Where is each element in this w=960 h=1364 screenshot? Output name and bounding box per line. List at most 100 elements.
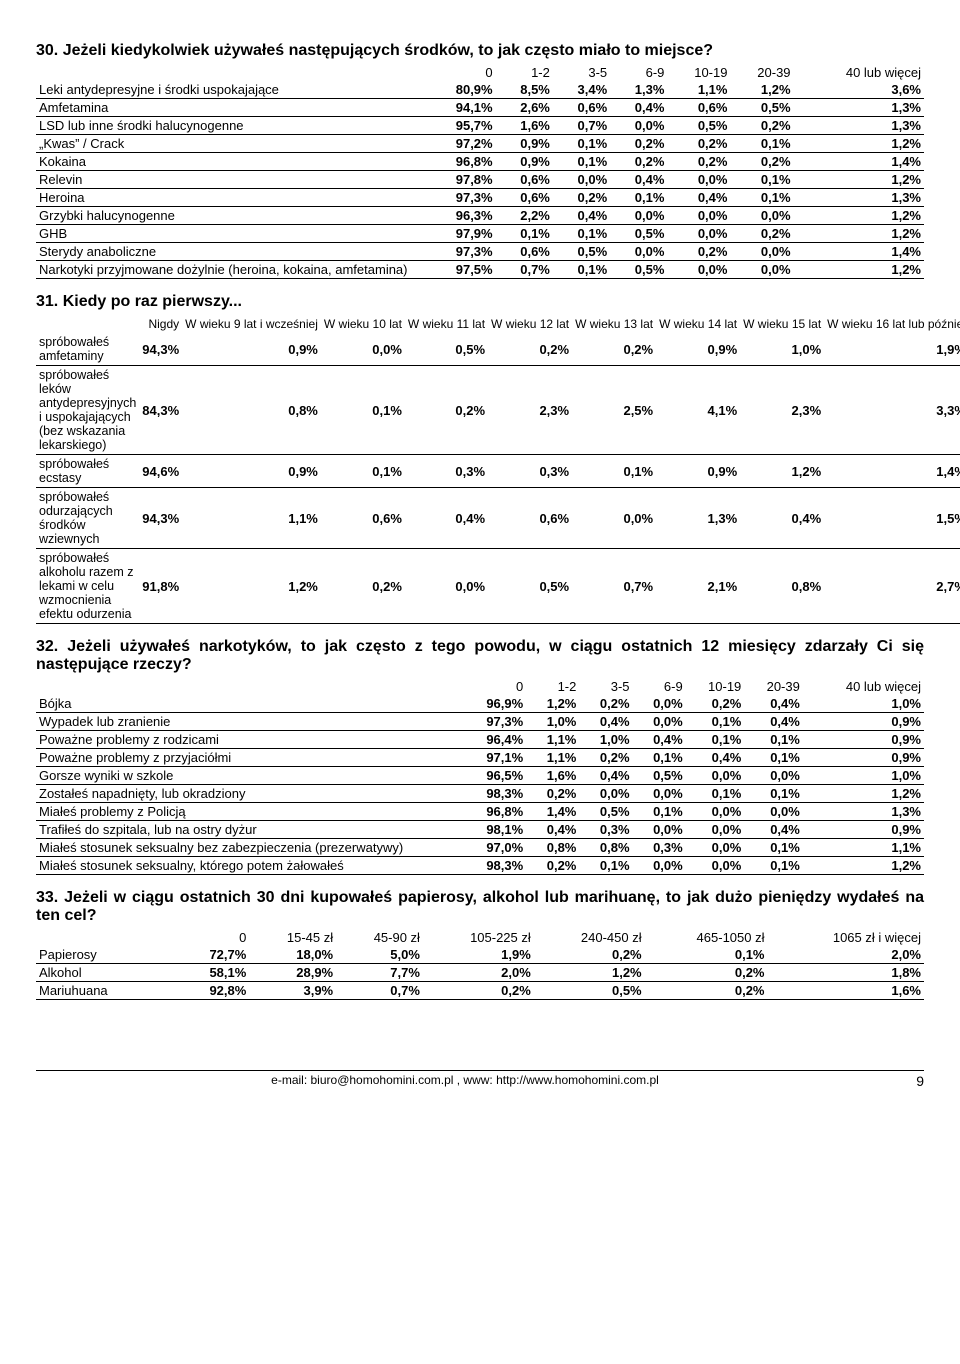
cell-value: 0,9% bbox=[803, 749, 924, 767]
col-header: 0 bbox=[427, 64, 496, 81]
cell-value: 0,9% bbox=[182, 455, 321, 488]
cell-value: 0,8% bbox=[182, 366, 321, 455]
cell-value: 0,4% bbox=[744, 695, 803, 713]
table-row: Poważne problemy z rodzicami96,4%1,1%1,0… bbox=[36, 731, 924, 749]
cell-value: 1,4% bbox=[526, 803, 579, 821]
cell-value: 0,0% bbox=[610, 243, 667, 261]
cell-value: 0,5% bbox=[553, 243, 610, 261]
cell-value: 0,9% bbox=[656, 455, 740, 488]
cell-value: 1,6% bbox=[496, 117, 553, 135]
cell-value: 97,3% bbox=[427, 243, 496, 261]
cell-value: 1,2% bbox=[526, 695, 579, 713]
table-row: Amfetamina94,1%2,6%0,6%0,4%0,6%0,5%1,3% bbox=[36, 99, 924, 117]
cell-value: 0,0% bbox=[633, 857, 686, 875]
table-row: spróbowałeś leków antydepresyjnych i usp… bbox=[36, 366, 960, 455]
table-row: spróbowałeś ecstasy94,6%0,9%0,1%0,3%0,3%… bbox=[36, 455, 960, 488]
row-label: Heroina bbox=[36, 189, 427, 207]
cell-value: 1,0% bbox=[526, 713, 579, 731]
col-header: 10-19 bbox=[667, 64, 730, 81]
cell-value: 98,3% bbox=[462, 785, 526, 803]
cell-value: 96,3% bbox=[427, 207, 496, 225]
table-q31: NigdyW wieku 9 lat i wcześniejW wieku 10… bbox=[36, 315, 960, 624]
cell-value: 0,9% bbox=[496, 135, 553, 153]
cell-value: 97,2% bbox=[427, 135, 496, 153]
col-header: W wieku 16 lat lub później bbox=[824, 315, 960, 333]
col-header: 240-450 zł bbox=[534, 929, 645, 946]
cell-value: 2,5% bbox=[572, 366, 656, 455]
cell-value: 0,0% bbox=[633, 713, 686, 731]
cell-value: 2,7% bbox=[824, 549, 960, 624]
cell-value: 18,0% bbox=[249, 946, 336, 964]
row-label: Poważne problemy z rodzicami bbox=[36, 731, 462, 749]
col-header: 1-2 bbox=[496, 64, 553, 81]
cell-value: 1,6% bbox=[768, 982, 925, 1000]
cell-value: 97,3% bbox=[462, 713, 526, 731]
row-label: Miałeś problemy z Policją bbox=[36, 803, 462, 821]
page-number: 9 bbox=[894, 1073, 924, 1089]
cell-value: 0,2% bbox=[405, 366, 488, 455]
cell-value: 1,2% bbox=[803, 785, 924, 803]
cell-value: 0,0% bbox=[667, 261, 730, 279]
cell-value: 0,5% bbox=[730, 99, 793, 117]
cell-value: 2,3% bbox=[740, 366, 824, 455]
cell-value: 0,0% bbox=[686, 767, 745, 785]
cell-value: 1,2% bbox=[794, 225, 924, 243]
row-label: Narkotyki przyjmowane dożylnie (heroina,… bbox=[36, 261, 427, 279]
col-header: W wieku 13 lat bbox=[572, 315, 656, 333]
cell-value: 72,7% bbox=[178, 946, 249, 964]
cell-value: 0,4% bbox=[633, 731, 686, 749]
cell-value: 0,0% bbox=[633, 821, 686, 839]
cell-value: 97,8% bbox=[427, 171, 496, 189]
table-row: Leki antydepresyjne i środki uspokajając… bbox=[36, 81, 924, 99]
row-label: Miałeś stosunek seksualny bez zabezpiecz… bbox=[36, 839, 462, 857]
cell-value: 0,7% bbox=[336, 982, 423, 1000]
cell-value: 2,3% bbox=[488, 366, 572, 455]
cell-value: 0,4% bbox=[740, 488, 824, 549]
cell-value: 0,4% bbox=[610, 171, 667, 189]
table-row: LSD lub inne środki halucynogenne95,7%1,… bbox=[36, 117, 924, 135]
cell-value: 0,6% bbox=[321, 488, 405, 549]
cell-value: 1,0% bbox=[803, 695, 924, 713]
cell-value: 97,0% bbox=[462, 839, 526, 857]
cell-value: 0,3% bbox=[579, 821, 632, 839]
cell-value: 0,2% bbox=[610, 135, 667, 153]
cell-value: 0,7% bbox=[496, 261, 553, 279]
col-header: 0 bbox=[462, 678, 526, 695]
cell-value: 0,1% bbox=[686, 713, 745, 731]
cell-value: 0,0% bbox=[730, 243, 793, 261]
row-label: Bójka bbox=[36, 695, 462, 713]
cell-value: 0,9% bbox=[496, 153, 553, 171]
cell-value: 0,5% bbox=[633, 767, 686, 785]
cell-value: 94,3% bbox=[139, 333, 182, 366]
cell-value: 0,1% bbox=[553, 261, 610, 279]
cell-value: 94,1% bbox=[427, 99, 496, 117]
cell-value: 1,2% bbox=[740, 455, 824, 488]
cell-value: 0,0% bbox=[610, 117, 667, 135]
col-header: 3-5 bbox=[553, 64, 610, 81]
table-row: spróbowałeś alkoholu razem z lekami w ce… bbox=[36, 549, 960, 624]
cell-value: 0,5% bbox=[488, 549, 572, 624]
cell-value: 0,1% bbox=[321, 455, 405, 488]
cell-value: 0,2% bbox=[553, 189, 610, 207]
cell-value: 0,2% bbox=[667, 153, 730, 171]
cell-value: 1,4% bbox=[794, 243, 924, 261]
row-label: GHB bbox=[36, 225, 427, 243]
row-label: Leki antydepresyjne i środki uspokajając… bbox=[36, 81, 427, 99]
cell-value: 0,1% bbox=[610, 189, 667, 207]
row-label: Relevin bbox=[36, 171, 427, 189]
cell-value: 92,8% bbox=[178, 982, 249, 1000]
cell-value: 1,3% bbox=[610, 81, 667, 99]
cell-value: 0,5% bbox=[667, 117, 730, 135]
col-header: 0 bbox=[178, 929, 249, 946]
row-label: spróbowałeś leków antydepresyjnych i usp… bbox=[36, 366, 139, 455]
col-header: W wieku 14 lat bbox=[656, 315, 740, 333]
cell-value: 0,2% bbox=[730, 153, 793, 171]
cell-value: 80,9% bbox=[427, 81, 496, 99]
col-header: 40 lub więcej bbox=[794, 64, 924, 81]
cell-value: 1,5% bbox=[824, 488, 960, 549]
table-row: „Kwas” / Crack97,2%0,9%0,1%0,2%0,2%0,1%1… bbox=[36, 135, 924, 153]
cell-value: 96,4% bbox=[462, 731, 526, 749]
cell-value: 0,0% bbox=[579, 785, 632, 803]
cell-value: 98,3% bbox=[462, 857, 526, 875]
cell-value: 0,1% bbox=[321, 366, 405, 455]
